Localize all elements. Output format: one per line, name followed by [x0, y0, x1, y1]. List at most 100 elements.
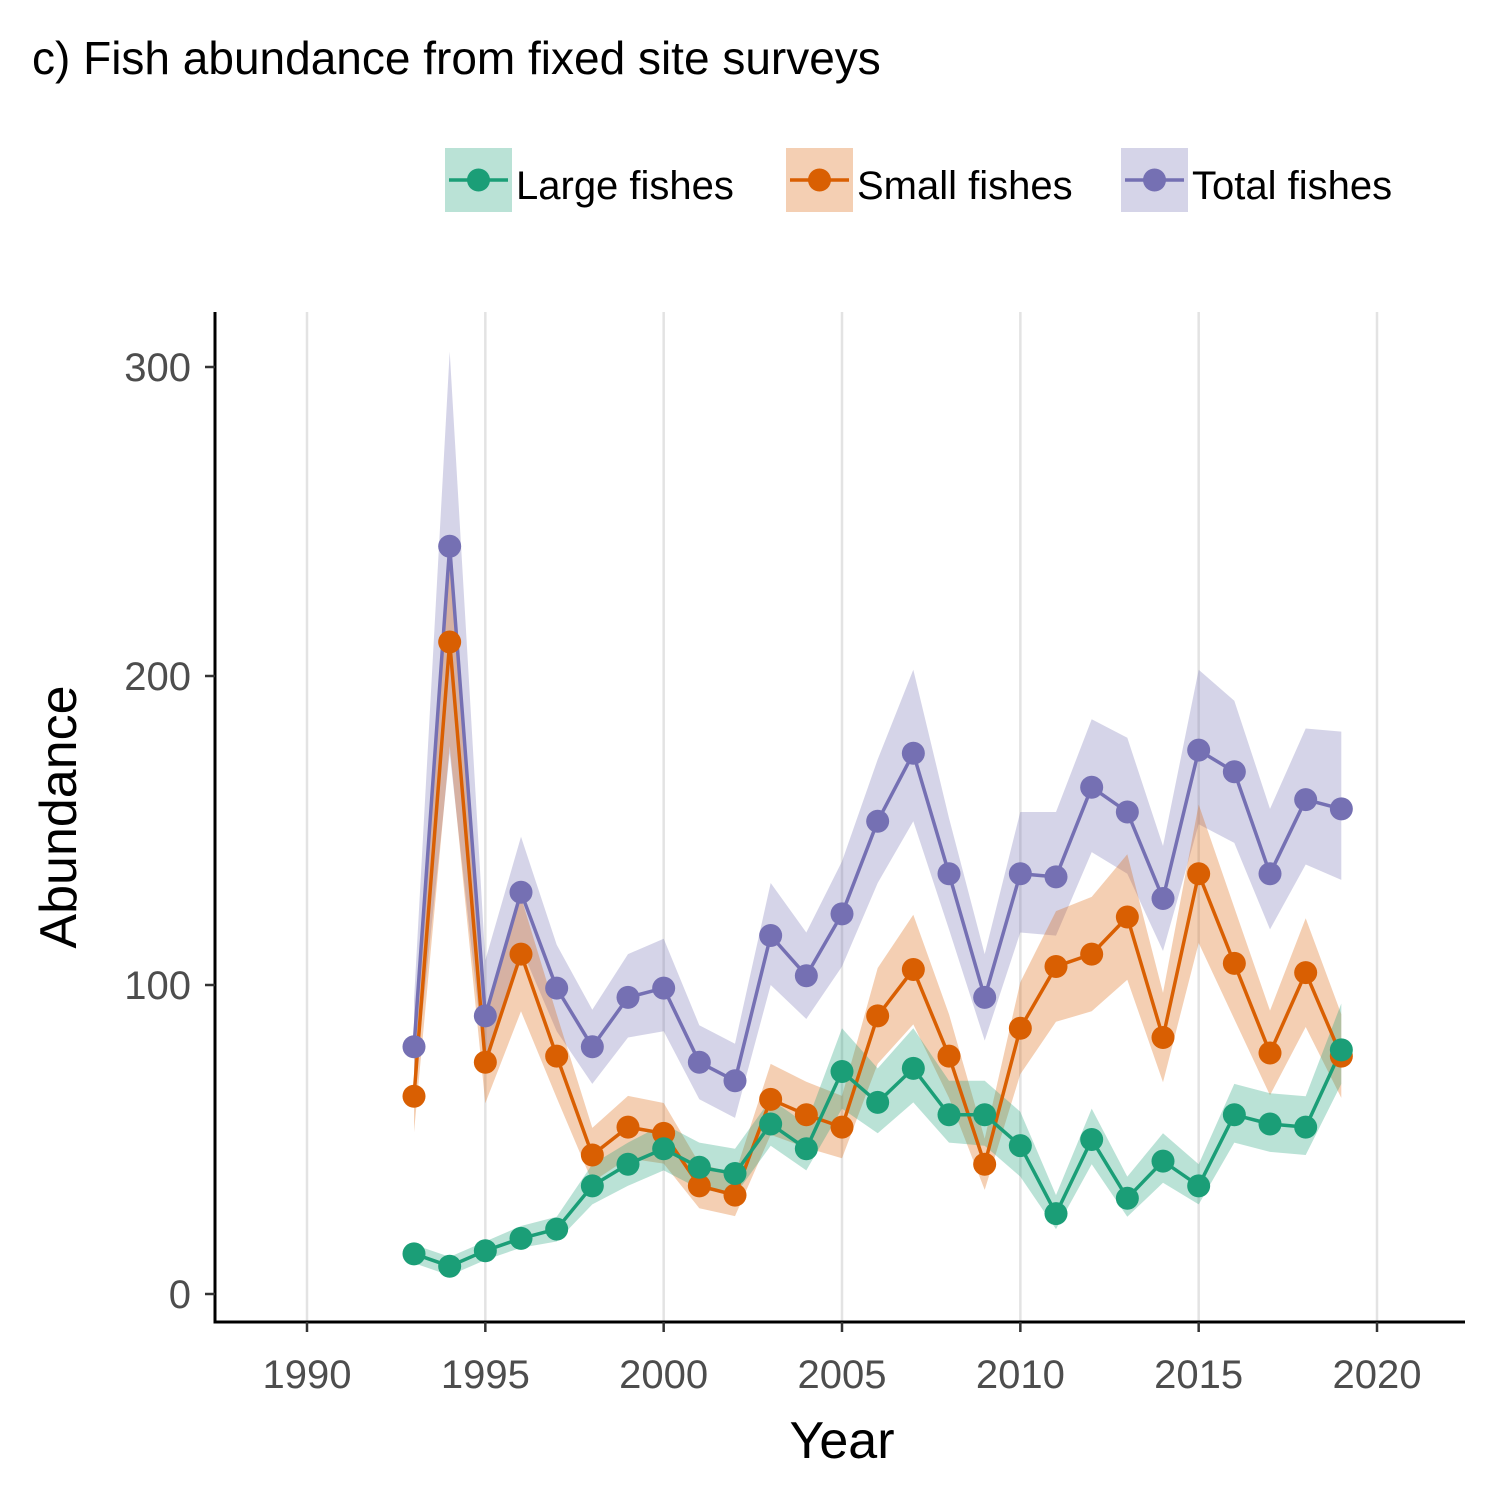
- large-point-1998: [580, 1174, 604, 1198]
- total-point-2018: [1294, 788, 1318, 812]
- small-point-2014: [1151, 1026, 1175, 1050]
- total-point-2015: [1187, 738, 1211, 762]
- x-tick-label-2005: 2005: [798, 1353, 887, 1397]
- total-point-2005: [830, 902, 854, 926]
- small-point-2010: [1008, 1016, 1032, 1040]
- large-point-2010: [1008, 1134, 1032, 1158]
- y-tick-label-200: 200: [124, 655, 191, 699]
- x-tick-label-1990: 1990: [263, 1353, 352, 1397]
- total-point-2019: [1329, 797, 1353, 821]
- total-point-1994: [438, 534, 462, 558]
- total-point-2016: [1222, 760, 1246, 784]
- legend: Large fishes Small fishes Total fishes: [445, 148, 1392, 212]
- total-point-2017: [1258, 862, 1282, 886]
- x-tick-label-2020: 2020: [1333, 1353, 1422, 1397]
- small-point-2006: [866, 1004, 890, 1028]
- large-confidence-band: [414, 1003, 1342, 1276]
- total-point-2004: [794, 964, 818, 988]
- large-point-2018: [1294, 1115, 1318, 1139]
- small-point-2009: [973, 1152, 997, 1176]
- total-point-2008: [937, 862, 961, 886]
- large-point-2009: [973, 1103, 997, 1127]
- total-point-2007: [901, 741, 925, 765]
- legend-marker-total: [1143, 168, 1166, 192]
- small-point-2008: [937, 1044, 961, 1068]
- small-point-2011: [1044, 954, 1068, 978]
- small-point-1995: [473, 1050, 497, 1074]
- total-point-2011: [1044, 865, 1068, 889]
- large-point-2015: [1187, 1174, 1211, 1198]
- small-point-2012: [1080, 942, 1104, 966]
- large-point-2012: [1080, 1128, 1104, 1151]
- y-tick-label-0: 0: [169, 1273, 191, 1317]
- large-point-1996: [509, 1226, 533, 1250]
- series-points: [402, 534, 1353, 1278]
- y-tick-label-300: 300: [124, 346, 191, 390]
- large-point-2017: [1258, 1112, 1282, 1136]
- small-point-2003: [759, 1087, 783, 1111]
- small-point-1993: [402, 1084, 426, 1108]
- small-point-2016: [1222, 951, 1246, 975]
- small-point-2013: [1115, 905, 1139, 929]
- small-point-1999: [616, 1115, 640, 1139]
- small-point-1998: [580, 1143, 604, 1167]
- total-point-1995: [473, 1004, 497, 1028]
- large-point-2001: [687, 1155, 711, 1179]
- large-point-2019: [1329, 1038, 1353, 1062]
- axes: [213, 312, 1465, 1324]
- y-axis-ticks: 0 100 200 300: [124, 346, 215, 1317]
- x-axis-title: Year: [789, 1412, 894, 1470]
- large-point-1999: [616, 1152, 640, 1176]
- small-point-1997: [545, 1044, 569, 1068]
- legend-marker-small: [808, 168, 831, 192]
- large-point-2006: [866, 1090, 890, 1114]
- legend-item-small: Small fishes: [786, 148, 1073, 212]
- large-point-1993: [402, 1242, 426, 1266]
- large-point-2013: [1115, 1186, 1139, 1210]
- large-point-2008: [937, 1103, 961, 1127]
- legend-item-large: Large fishes: [445, 148, 734, 212]
- total-point-2006: [866, 809, 890, 833]
- total-point-2013: [1115, 800, 1139, 824]
- small-point-2004: [794, 1103, 818, 1127]
- total-point-1996: [509, 880, 533, 904]
- large-point-2016: [1222, 1103, 1246, 1127]
- large-point-1995: [473, 1239, 497, 1263]
- large-point-2000: [652, 1137, 676, 1161]
- large-point-2007: [901, 1056, 925, 1080]
- total-point-1997: [545, 976, 569, 1000]
- total-point-2014: [1151, 886, 1175, 910]
- legend-label-large: Large fishes: [516, 164, 734, 208]
- x-tick-label-2010: 2010: [976, 1353, 1065, 1397]
- total-point-2010: [1008, 862, 1032, 886]
- total-point-2012: [1080, 775, 1104, 799]
- large-point-1994: [438, 1254, 462, 1278]
- total-point-1999: [616, 985, 640, 1009]
- total-point-2002: [723, 1069, 747, 1093]
- chart-title: c) Fish abundance from fixed site survey…: [32, 32, 881, 84]
- x-tick-label-2015: 2015: [1154, 1353, 1243, 1397]
- small-point-2015: [1187, 862, 1211, 886]
- large-point-2002: [723, 1161, 747, 1185]
- large-point-2003: [759, 1112, 783, 1136]
- total-point-1998: [580, 1035, 604, 1059]
- large-point-2005: [830, 1060, 854, 1084]
- large-point-1997: [545, 1217, 569, 1241]
- y-axis-title: Abundance: [30, 685, 88, 948]
- small-point-1994: [438, 630, 462, 654]
- legend-label-small: Small fishes: [857, 164, 1073, 208]
- small-point-1996: [509, 942, 533, 966]
- total-point-2003: [759, 924, 783, 948]
- confidence-bands: [414, 351, 1342, 1276]
- large-point-2004: [794, 1137, 818, 1161]
- legend-marker-large: [467, 168, 490, 192]
- small-point-2002: [723, 1183, 747, 1207]
- total-point-2001: [687, 1050, 711, 1074]
- x-tick-label-1995: 1995: [441, 1353, 530, 1397]
- large-point-2014: [1151, 1149, 1175, 1173]
- small-point-2007: [901, 958, 925, 982]
- small-point-2018: [1294, 961, 1318, 985]
- total-point-2000: [652, 976, 676, 1000]
- total-point-2009: [973, 985, 997, 1009]
